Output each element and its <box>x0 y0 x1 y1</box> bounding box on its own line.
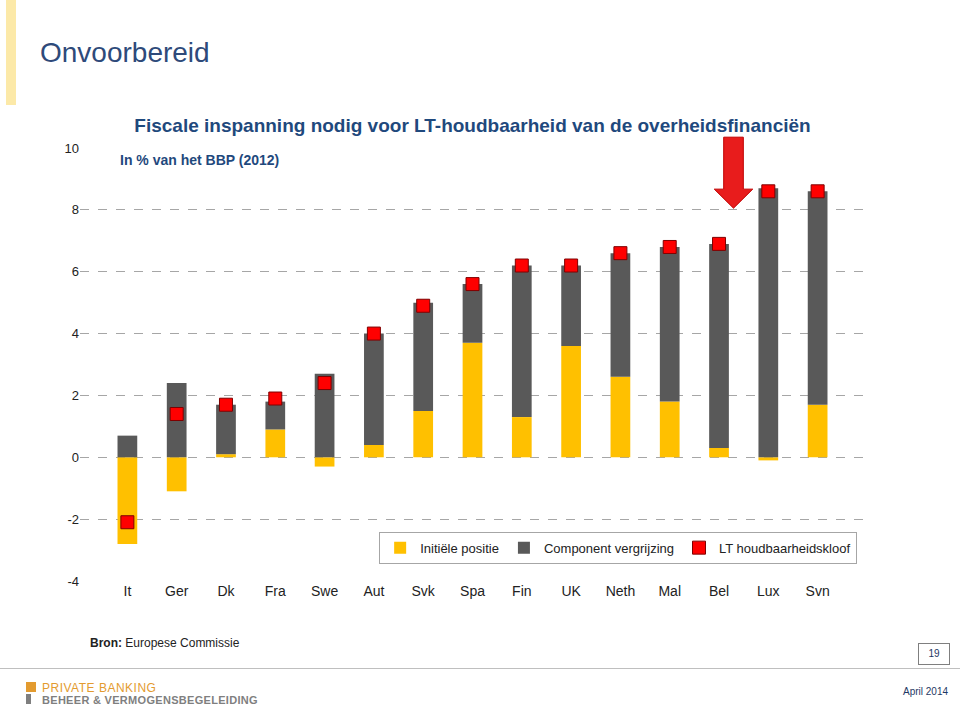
svg-text:-4: -4 <box>67 574 79 589</box>
svg-text:0: 0 <box>72 450 79 465</box>
svg-text:Svn: Svn <box>806 583 830 599</box>
svg-text:Lux: Lux <box>757 583 780 599</box>
svg-text:Aut: Aut <box>363 583 384 599</box>
html-text:19: 19 <box>928 648 940 659</box>
svg-text:Initiële positie: Initiële positie <box>420 541 499 556</box>
svg-text:Dk: Dk <box>217 583 235 599</box>
svg-text:Svk: Svk <box>412 583 436 599</box>
svg-text:10: 10 <box>65 141 79 156</box>
svg-text:LT houdbaarheidskloof: LT houdbaarheidskloof <box>719 541 850 556</box>
svg-text:Component vergrijzing: Component vergrijzing <box>544 541 674 556</box>
svg-text:In % van het BBP (2012): In % van het BBP (2012) <box>120 152 279 168</box>
html-text:PRIVATE BANKING: PRIVATE BANKING <box>42 681 157 695</box>
svg-text:4: 4 <box>72 326 79 341</box>
svg-text:2: 2 <box>72 388 79 403</box>
svg-text:Fiscale inspanning nodig voor: Fiscale inspanning nodig voor LT-houdbaa… <box>134 115 810 136</box>
svg-text:Fra: Fra <box>265 583 286 599</box>
html-text:BEHEER & VERMOGENSBEGELEIDING: BEHEER & VERMOGENSBEGELEIDING <box>42 694 258 706</box>
svg-text:Mal: Mal <box>658 583 681 599</box>
svg-text:-2: -2 <box>67 512 79 527</box>
svg-text:Bron: Europese Commissie: Bron: Europese Commissie <box>90 636 240 650</box>
html-text:April 2014: April 2014 <box>903 686 948 697</box>
svg-text:Bel: Bel <box>709 583 729 599</box>
svg-text:Onvoorbereid: Onvoorbereid <box>40 37 210 68</box>
svg-text:Spa: Spa <box>460 583 485 599</box>
svg-text:Neth: Neth <box>606 583 636 599</box>
svg-text:It: It <box>123 583 131 599</box>
svg-text:UK: UK <box>561 583 581 599</box>
svg-text:Fin: Fin <box>512 583 531 599</box>
svg-text:6: 6 <box>72 264 79 279</box>
svg-text:Ger: Ger <box>165 583 189 599</box>
svg-text:8: 8 <box>72 202 79 217</box>
svg-text:Swe: Swe <box>311 583 338 599</box>
